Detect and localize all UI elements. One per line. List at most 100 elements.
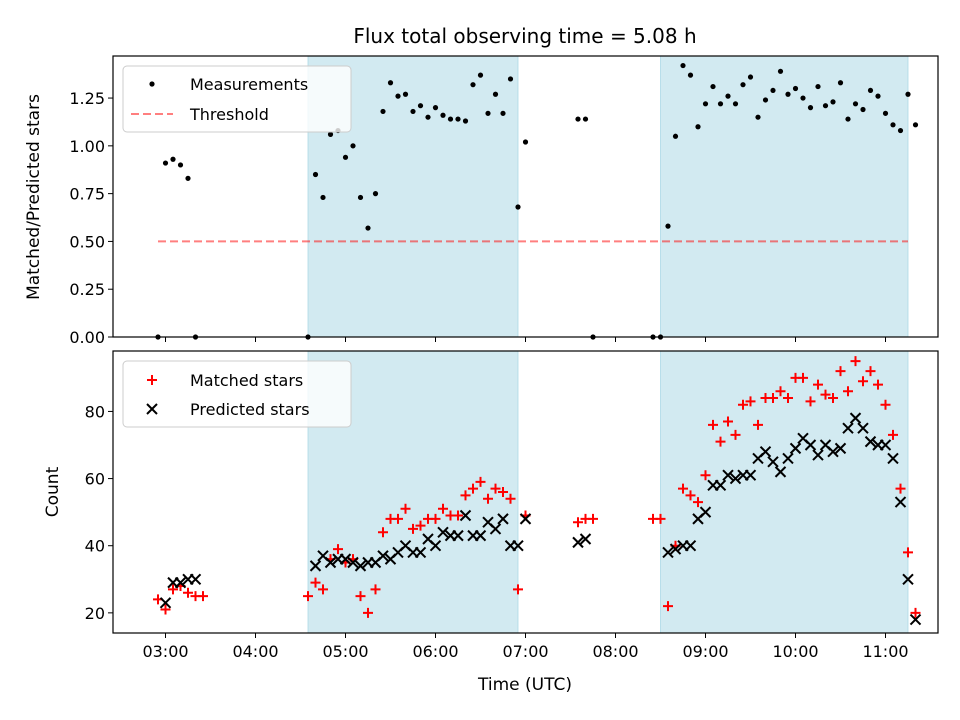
measurement-point	[455, 116, 461, 122]
top-y-tick-label: 0.00	[69, 328, 105, 347]
measurement-point	[830, 99, 836, 105]
top-legend: Measurements Threshold	[122, 65, 352, 133]
predicted-star-point	[309, 560, 322, 572]
matched-star-point	[498, 487, 508, 497]
bottom-y-tick-label: 60	[85, 470, 105, 489]
predicted-star-point	[347, 556, 359, 569]
measurement-point	[365, 225, 371, 231]
predicted-star-point	[842, 422, 854, 434]
matched-star-point	[663, 601, 673, 612]
matched-star-point	[843, 386, 853, 397]
matched-star-point	[873, 379, 883, 390]
measurement-point	[717, 101, 724, 107]
top-y-tick-label: 1.00	[69, 137, 105, 156]
matched-star-point	[715, 436, 726, 447]
measurement-point	[852, 101, 859, 107]
x-tick-label: 09:00	[682, 642, 728, 661]
measurement-point	[462, 118, 469, 124]
measurement-point	[822, 103, 829, 109]
matched-star-point	[490, 483, 501, 494]
matched-star-point	[588, 513, 598, 524]
matched-star-point	[333, 544, 343, 555]
legend-matched-label: Matched stars	[190, 371, 303, 390]
top-y-tick-label: 0.75	[69, 185, 105, 204]
measurement-point	[747, 74, 754, 80]
predicted-star-point	[662, 546, 674, 559]
measurement-point	[837, 80, 844, 86]
predicted-star-point	[744, 469, 757, 481]
matched-star-point	[708, 419, 718, 430]
measurement-point	[575, 116, 581, 122]
matched-star-point	[303, 591, 313, 602]
measurement-point	[845, 116, 851, 122]
measurement-point	[770, 87, 776, 94]
matched-star-point	[730, 429, 741, 440]
matched-star-point	[798, 372, 808, 383]
matched-star-point	[370, 584, 381, 595]
measurement-point	[515, 204, 521, 210]
predicted-star-point	[864, 435, 877, 448]
matched-star-point	[400, 503, 411, 514]
x-tick-label: 07:00	[502, 642, 548, 661]
matched-star-point	[438, 503, 448, 514]
matched-star-point	[775, 386, 786, 397]
matched-star-point	[160, 604, 171, 615]
measurement-point	[777, 68, 784, 74]
measurement-point	[867, 87, 874, 94]
predicted-star-point	[909, 613, 922, 626]
predicted-star-point	[714, 479, 727, 491]
matched-star-point	[415, 520, 426, 531]
legend-threshold-label: Threshold	[189, 105, 269, 124]
measurement-point	[897, 127, 904, 134]
measurement-point	[680, 62, 686, 69]
x-axis-label: Time (UTC)	[477, 675, 572, 695]
legend-measurement-marker	[149, 81, 155, 87]
measurement-point	[342, 154, 349, 160]
predicted-star-point	[339, 553, 352, 565]
measurement-point	[440, 112, 446, 118]
matched-star-point	[483, 493, 493, 504]
measurement-point	[762, 97, 769, 103]
x-tick-label: 03:00	[142, 642, 188, 661]
matched-star-point	[805, 396, 816, 407]
predicted-star-point	[572, 536, 584, 549]
matched-star-point	[513, 584, 523, 595]
measurement-point	[800, 95, 806, 101]
measurement-point	[357, 194, 364, 201]
matched-star-point	[310, 577, 321, 588]
predicted-star-point	[887, 452, 899, 465]
measurement-point	[725, 93, 731, 99]
measurement-point	[732, 101, 739, 107]
measurement-point	[755, 114, 761, 120]
measurement-point	[792, 85, 799, 92]
x-tick-label: 05:00	[322, 642, 368, 661]
predicted-star-point	[159, 597, 172, 609]
measurement-point	[470, 82, 476, 88]
measurement-point	[807, 105, 814, 111]
x-tick-label: 04:00	[232, 642, 278, 661]
matched-star-point	[573, 517, 583, 528]
bottom-y-axis-label: Count	[43, 466, 63, 517]
measurement-point	[785, 91, 791, 97]
matched-star-point	[655, 513, 666, 524]
predicted-star-point	[189, 573, 202, 585]
measurement-point	[492, 91, 499, 97]
matched-star-point	[460, 490, 471, 501]
predicted-star-point	[827, 446, 839, 458]
measurement-point	[507, 76, 514, 82]
top-panel: 0.00 0.25 0.50 0.75 1.00 1.25 Measurements Thre…	[69, 55, 939, 347]
predicted-star-point	[669, 543, 682, 555]
top-axes-frame	[112, 55, 939, 338]
measurement-point	[485, 110, 491, 116]
measurement-point	[320, 194, 326, 201]
matched-star-point	[888, 429, 898, 440]
matched-star-point	[693, 497, 703, 508]
matched-star-point	[505, 493, 516, 504]
top-y-tick-label: 1.25	[69, 89, 105, 108]
matched-star-point	[858, 376, 868, 387]
measurement-point	[912, 122, 919, 128]
bottom-axes-frame	[112, 350, 939, 634]
predicted-star-point	[579, 533, 592, 545]
measurement-point	[522, 139, 529, 145]
bottom-legend-box	[122, 360, 352, 428]
